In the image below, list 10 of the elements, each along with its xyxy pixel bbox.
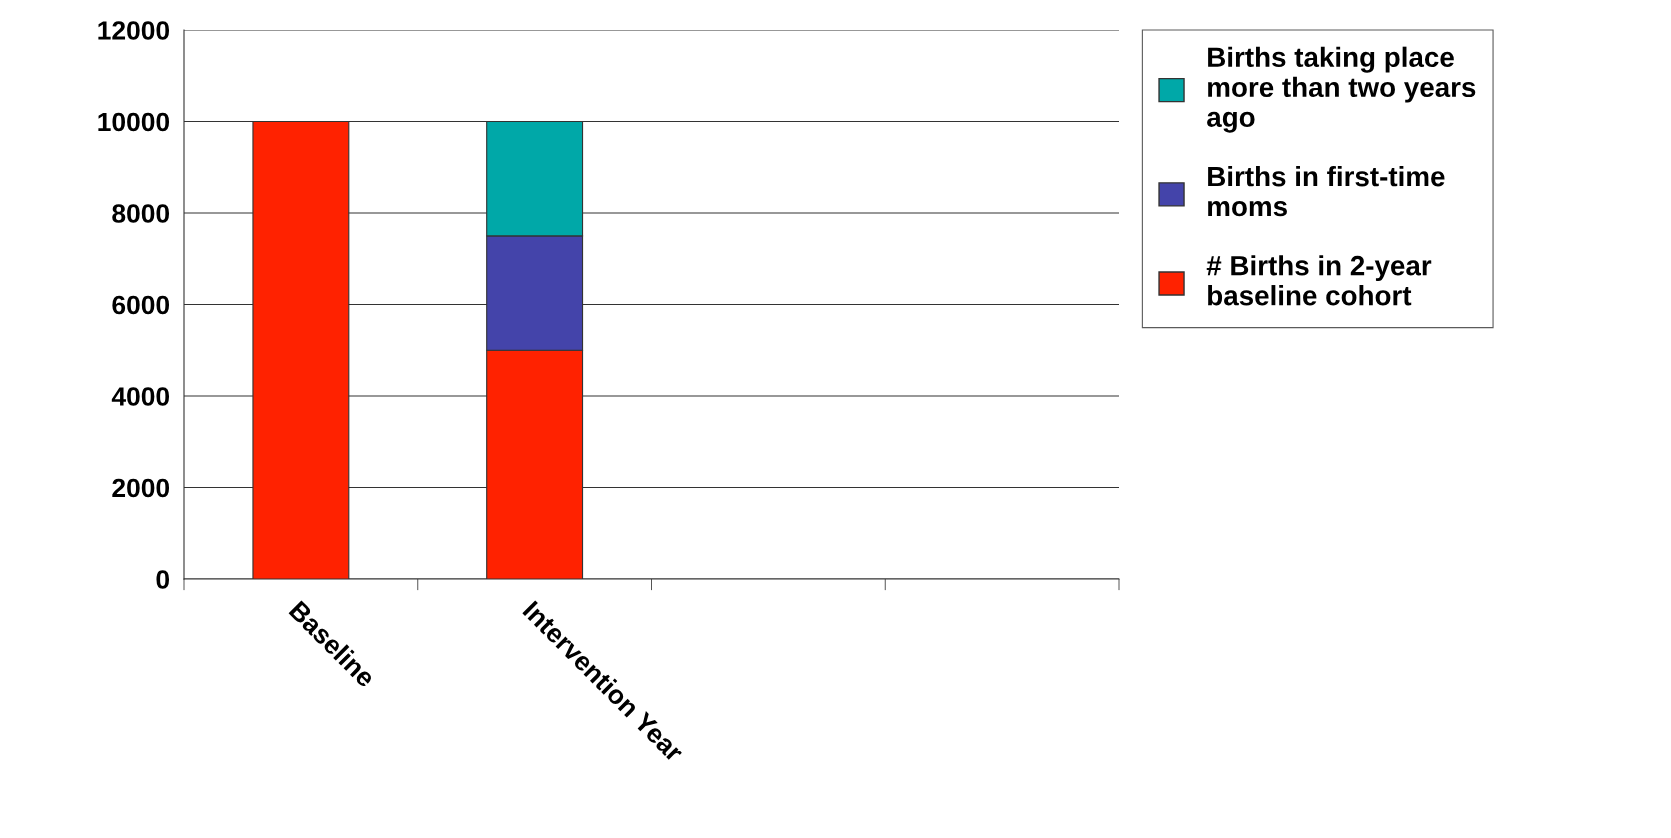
y-tick-label: 2000 bbox=[112, 478, 170, 498]
y-tick-label: 0 bbox=[156, 570, 170, 589]
y-tick-label: 10000 bbox=[98, 112, 170, 132]
y-tick-label: 12000 bbox=[98, 21, 170, 40]
y-tick-label: 6000 bbox=[112, 295, 170, 315]
legend-label: Births in first-time moms bbox=[1208, 165, 1445, 217]
legend-label: # Births in 2-year baseline cohort bbox=[1206, 255, 1432, 306]
y-tick-label: 4000 bbox=[111, 387, 170, 406]
legend-label: Births taking place more than two years ago bbox=[1207, 46, 1476, 133]
y-tick-label: 8000 bbox=[112, 204, 170, 223]
